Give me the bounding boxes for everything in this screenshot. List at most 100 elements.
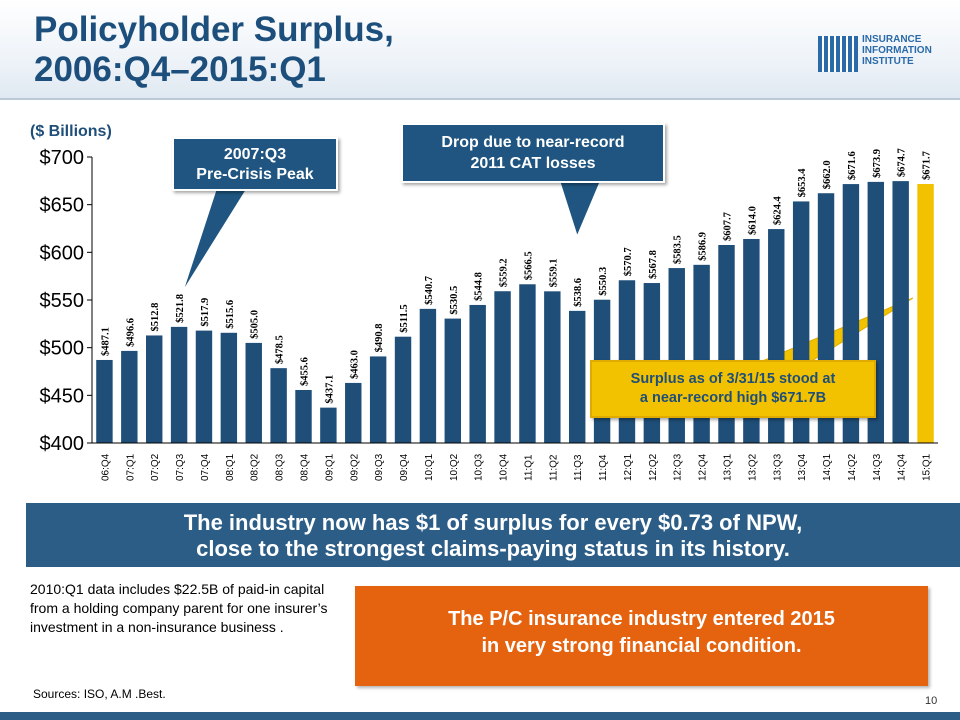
bar bbox=[220, 332, 238, 443]
sources: Sources: ISO, A.M .Best. bbox=[33, 687, 166, 701]
x-tick-label: 11:Q4 bbox=[598, 454, 609, 481]
bar bbox=[394, 336, 412, 443]
bar-value-label: $550.3 bbox=[598, 267, 609, 296]
callout-cat-losses: Drop due to near-record 2011 CAT losses bbox=[401, 123, 665, 183]
bar bbox=[320, 407, 337, 443]
surplus-ratio-banner: The industry now has $1 of surplus for e… bbox=[26, 503, 960, 567]
y-axis: $400 $450 $500 $550 $600 $650 $700 bbox=[40, 147, 93, 455]
x-tick-label: 09:Q3 bbox=[374, 453, 385, 481]
header-background bbox=[0, 0, 960, 100]
bar-value-label: $607.7 bbox=[723, 212, 734, 241]
x-tick-label: 11:Q1 bbox=[523, 454, 534, 481]
bar bbox=[369, 356, 387, 443]
bar-value-label: $586.9 bbox=[698, 232, 709, 261]
x-tick-label: 09:Q4 bbox=[399, 453, 410, 481]
bar-value-label: $583.5 bbox=[673, 235, 684, 264]
bar-value-label: $653.4 bbox=[797, 168, 808, 198]
bar-value-label: $490.8 bbox=[374, 324, 385, 353]
x-tick-label: 08:Q1 bbox=[225, 453, 236, 481]
bar-value-label: $540.7 bbox=[424, 276, 435, 305]
bar bbox=[270, 368, 287, 443]
bar-value-label: $496.6 bbox=[125, 318, 136, 347]
banner-line-1: The industry now has $1 of surplus for e… bbox=[183, 510, 803, 535]
y-tick-label: $550 bbox=[40, 290, 85, 312]
x-tick-label: 11:Q2 bbox=[548, 454, 559, 481]
bar-value-label: $437.1 bbox=[324, 375, 335, 404]
x-tick-label: 10:Q3 bbox=[474, 453, 485, 481]
bar-value-label: $559.1 bbox=[548, 258, 559, 287]
bar-value-label: $674.7 bbox=[897, 148, 908, 177]
x-tick-label: 14:Q1 bbox=[822, 453, 833, 481]
title-line-2: 2006:Q4–2015:Q1 bbox=[34, 50, 326, 89]
x-tick-label: 08:Q2 bbox=[250, 453, 261, 481]
footnote: 2010:Q1 data includes $22.5B of paid-in … bbox=[30, 581, 328, 635]
bar bbox=[145, 335, 163, 443]
footer-bar bbox=[0, 712, 960, 720]
x-tick-label: 13:Q1 bbox=[723, 453, 734, 481]
logo-text: INSURANCE INFORMATION INSTITUTE bbox=[862, 34, 932, 67]
callout-current-surplus: Surplus as of 3/31/15 stood at a near-re… bbox=[590, 360, 876, 418]
bar-value-label: $662.0 bbox=[822, 160, 833, 189]
bar bbox=[444, 318, 462, 443]
bar bbox=[295, 389, 312, 443]
x-tick-label: 10:Q4 bbox=[499, 453, 510, 481]
bar bbox=[345, 382, 362, 443]
x-tick-label: 09:Q1 bbox=[324, 453, 335, 481]
x-axis: 06:Q4 07:Q1 07:Q2 07:Q3 07:Q4 08:Q1 08:Q2 08:Q3… bbox=[92, 442, 938, 481]
conclusion-box: The P/C insurance industry entered 2015 … bbox=[355, 586, 928, 686]
bar-value-label: $530.5 bbox=[449, 286, 460, 315]
bar-value-label: $538.6 bbox=[573, 278, 584, 307]
bar-value-label: $544.8 bbox=[474, 272, 485, 301]
y-tick-label: $400 bbox=[40, 433, 85, 455]
logo-line-2: INFORMATION bbox=[862, 45, 932, 56]
bar-value-label: $671.7 bbox=[922, 151, 933, 180]
conclusion-line-2: in very strong financial condition. bbox=[481, 635, 802, 657]
y-tick-label: $650 bbox=[40, 195, 85, 217]
bar-value-label: $566.5 bbox=[523, 251, 534, 280]
bar-value-label: $512.8 bbox=[150, 303, 161, 332]
x-tick-label: 14:Q2 bbox=[847, 453, 858, 481]
x-tick-label: 12:Q1 bbox=[623, 453, 634, 481]
callout-peak-line-1: 2007:Q3 bbox=[223, 146, 287, 163]
page-title: Policyholder Surplus, 2006:Q4–2015:Q1 bbox=[34, 10, 394, 90]
y-tick-label: $700 bbox=[40, 147, 85, 169]
x-tick-label: 13:Q4 bbox=[797, 453, 808, 481]
x-tick-label: 08:Q4 bbox=[300, 453, 311, 481]
bar-value-label: $673.9 bbox=[872, 149, 883, 178]
bar bbox=[568, 310, 586, 443]
bar bbox=[419, 308, 437, 443]
callout-drop-line-1: Drop due to near-record bbox=[441, 134, 625, 151]
conclusion-line-1: The P/C insurance industry entered 2015 bbox=[448, 608, 835, 630]
bar bbox=[245, 342, 262, 443]
x-tick-label: 08:Q3 bbox=[275, 453, 286, 481]
x-tick-label: 15:Q1 bbox=[922, 453, 933, 481]
iii-logo: INSURANCE INFORMATION INSTITUTE bbox=[818, 34, 958, 74]
banner-line-2: close to the strongest claims-paying sta… bbox=[196, 536, 790, 561]
x-tick-label: 09:Q2 bbox=[349, 453, 360, 481]
bar bbox=[121, 350, 138, 443]
bar bbox=[917, 183, 934, 443]
bar-value-label: $463.0 bbox=[349, 350, 360, 379]
bar-value-label: $478.5 bbox=[275, 335, 286, 364]
x-tick-label: 13:Q2 bbox=[747, 453, 758, 481]
pointer-drop bbox=[559, 181, 601, 238]
x-tick-label: 07:Q2 bbox=[150, 453, 161, 481]
bar bbox=[519, 284, 536, 443]
bar-value-label: $671.6 bbox=[847, 151, 858, 180]
x-tick-label: 10:Q2 bbox=[449, 453, 460, 481]
callout-surplus-line-2: a near-record high $671.7B bbox=[639, 390, 827, 406]
bar bbox=[544, 291, 561, 443]
bar-value-label: $624.4 bbox=[772, 195, 783, 225]
pointer-peak bbox=[182, 189, 247, 292]
bar bbox=[469, 304, 486, 443]
bar bbox=[195, 330, 213, 443]
bar-value-label: $567.8 bbox=[648, 250, 659, 279]
x-tick-label: 10:Q1 bbox=[424, 453, 435, 481]
bar-value-label: $521.8 bbox=[175, 294, 186, 323]
logo-line-1: INSURANCE bbox=[862, 34, 922, 45]
logo-line-3: INSTITUTE bbox=[862, 56, 914, 67]
page-number: 10 bbox=[925, 695, 938, 707]
x-tick-label: 07:Q3 bbox=[175, 453, 186, 481]
bar bbox=[494, 291, 511, 443]
bar-value-label: $570.7 bbox=[623, 247, 634, 276]
